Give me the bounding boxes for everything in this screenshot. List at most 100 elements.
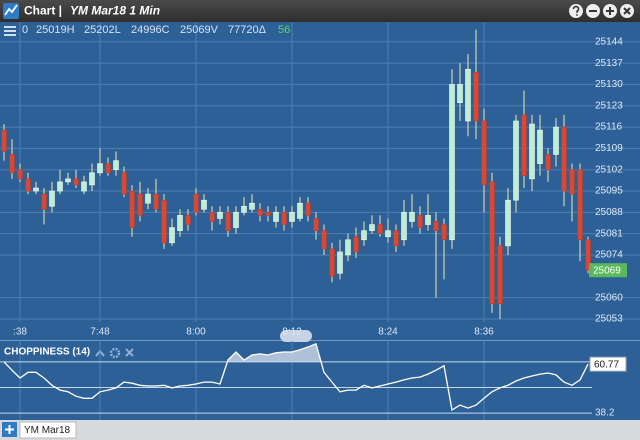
tab-label[interactable]: YM Mar18 [24, 425, 71, 436]
candle-body [433, 221, 439, 231]
candle-body [65, 178, 71, 183]
info-item: 77720Δ [228, 24, 267, 36]
menu-icon[interactable] [4, 26, 16, 36]
y-tick-label: 25053 [595, 314, 623, 325]
candle-body [345, 239, 351, 256]
last-price-tag [589, 263, 627, 278]
y-tick-label: 25109 [595, 143, 623, 154]
info-item: 25202L [84, 24, 121, 36]
indicator-plot [3, 343, 589, 412]
candle-body [225, 212, 231, 231]
candle-body [305, 202, 311, 216]
candle-body [97, 163, 103, 174]
tab-bar [0, 420, 640, 440]
candle-body [249, 202, 255, 210]
candle-body [241, 205, 247, 213]
candle-body [569, 169, 575, 195]
candle-body [537, 129, 543, 164]
y-tick-label: 25081 [595, 228, 623, 239]
candle-body [441, 224, 447, 241]
candle-body [465, 68, 471, 122]
candle-body [561, 126, 567, 192]
main-grid [0, 22, 640, 322]
candle-body [585, 239, 591, 271]
add-tab-button[interactable] [2, 422, 17, 437]
candle-body [81, 181, 87, 192]
candle-body [337, 251, 343, 274]
info-item: 25069V [180, 24, 219, 36]
candle-body [137, 193, 143, 216]
help-button[interactable] [569, 4, 583, 18]
candle-body [521, 114, 527, 177]
candle-body [281, 212, 287, 225]
y-tick-label: 25060 [595, 292, 623, 303]
x-tick-label: 8:24 [378, 327, 398, 338]
candle-body [265, 212, 271, 216]
candle-body [145, 193, 151, 204]
candle-body [425, 215, 431, 225]
candle-body [449, 84, 455, 241]
y-tick-label: 25095 [595, 186, 623, 197]
candle-body [401, 212, 407, 241]
labels: 25053 25060 25074 25081 25088 25095 25102 25109… [4, 24, 627, 419]
candle-body [553, 126, 559, 155]
candle-body [41, 193, 47, 210]
candle-body [313, 218, 319, 231]
candle-body [289, 212, 295, 222]
candle-body [473, 71, 479, 122]
candle-body [409, 212, 415, 222]
candle-body [377, 224, 383, 234]
last-price-label: 25069 [593, 265, 621, 276]
candle-body [153, 193, 159, 210]
candle-body [57, 181, 63, 192]
candle-body [161, 199, 167, 244]
last-value-label: 60.77 [594, 359, 619, 370]
candle-body [417, 215, 423, 228]
candle-body [513, 120, 519, 201]
candle-body [257, 209, 263, 216]
candle-body [113, 160, 119, 171]
candle-body [457, 84, 463, 104]
candle-body [353, 236, 359, 253]
x-tick-label: 8:36 [474, 327, 494, 338]
candle-body [209, 212, 215, 222]
candle-body [297, 202, 303, 219]
candle-body [497, 245, 503, 305]
y-tick-label: 25137 [595, 58, 623, 69]
window-title: Chart | [24, 4, 62, 18]
candle-body [505, 199, 511, 247]
candle-body [1, 129, 7, 152]
candle-body [273, 212, 279, 222]
candle-body [489, 181, 495, 305]
candle-body [185, 215, 191, 225]
candle-body [121, 172, 127, 195]
candle-body [89, 172, 95, 186]
main-plot [1, 29, 591, 319]
indicator-area [4, 343, 588, 362]
candle-body [193, 193, 199, 213]
indicator-line [3, 343, 589, 412]
x-tick-label: 8:12 [282, 327, 302, 338]
y-tick-label: 25116 [595, 122, 623, 133]
candle-body [33, 187, 39, 192]
info-item: 0 [22, 24, 28, 36]
candle-body [545, 154, 551, 171]
y-tick-label: 25088 [595, 207, 623, 218]
candle-body [105, 163, 111, 174]
candle-body [177, 215, 183, 231]
candle-body [9, 154, 15, 174]
candle-body [49, 190, 55, 207]
last-value-tag [589, 356, 627, 372]
chart-icon [3, 3, 19, 19]
close-button[interactable] [620, 4, 634, 18]
y-tick-label: 25074 [595, 250, 623, 261]
minimize-button[interactable] [586, 4, 600, 18]
candle-body [321, 230, 327, 250]
drag-handle[interactable] [280, 330, 312, 342]
tab[interactable] [19, 421, 77, 439]
maximize-button[interactable] [603, 4, 617, 18]
candle-body [17, 169, 23, 180]
candle-body [25, 178, 31, 192]
y-tick-label: 25123 [595, 100, 623, 111]
